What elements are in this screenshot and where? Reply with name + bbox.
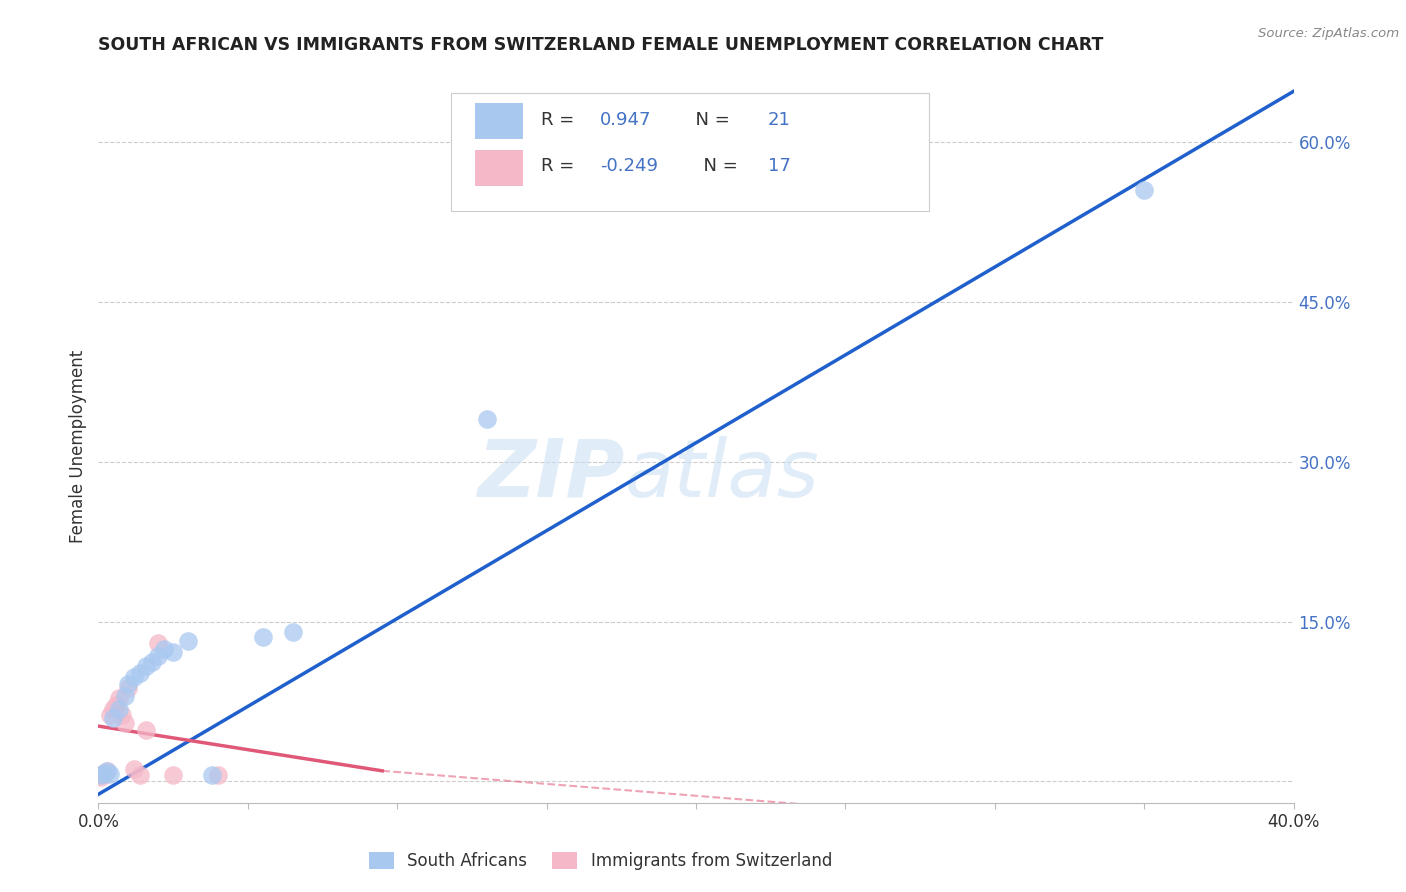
Legend: South Africans, Immigrants from Switzerland: South Africans, Immigrants from Switzerl… <box>363 845 838 877</box>
Point <box>141 655 163 669</box>
Text: 17: 17 <box>768 157 790 175</box>
Text: R =: R = <box>540 157 579 175</box>
Point <box>148 648 170 663</box>
Point <box>201 768 224 782</box>
Point <box>100 767 122 781</box>
Text: 0.947: 0.947 <box>600 111 652 128</box>
Point <box>177 634 200 648</box>
Point <box>129 665 152 680</box>
Point <box>207 768 229 782</box>
Point <box>114 690 136 704</box>
Point <box>103 710 125 724</box>
Point <box>153 642 176 657</box>
Point <box>135 723 157 738</box>
Point <box>117 681 139 695</box>
Point <box>252 630 274 644</box>
Text: Source: ZipAtlas.com: Source: ZipAtlas.com <box>1258 27 1399 40</box>
Text: ZIP: ZIP <box>477 435 624 514</box>
Text: -0.249: -0.249 <box>600 157 658 175</box>
FancyBboxPatch shape <box>475 150 523 186</box>
Point <box>108 691 131 706</box>
Point <box>96 764 118 778</box>
Point <box>281 625 304 640</box>
Point <box>93 767 115 781</box>
Point <box>90 770 112 784</box>
Point <box>1133 183 1156 197</box>
Point <box>103 702 125 716</box>
FancyBboxPatch shape <box>475 103 523 139</box>
Point <box>475 412 498 426</box>
Text: N =: N = <box>685 111 735 128</box>
Point <box>162 768 184 782</box>
Point <box>124 762 146 776</box>
Text: SOUTH AFRICAN VS IMMIGRANTS FROM SWITZERLAND FEMALE UNEMPLOYMENT CORRELATION CHA: SOUTH AFRICAN VS IMMIGRANTS FROM SWITZER… <box>98 36 1104 54</box>
Y-axis label: Female Unemployment: Female Unemployment <box>69 350 87 542</box>
Point <box>111 708 134 723</box>
Point <box>135 659 157 673</box>
Text: N =: N = <box>692 157 744 175</box>
Text: atlas: atlas <box>624 435 820 514</box>
Text: R =: R = <box>540 111 579 128</box>
Point <box>114 715 136 730</box>
Point <box>105 698 128 712</box>
Point <box>90 768 112 782</box>
FancyBboxPatch shape <box>451 93 929 211</box>
Point <box>93 766 115 780</box>
Point <box>117 676 139 690</box>
Text: 21: 21 <box>768 111 790 128</box>
Point <box>96 764 118 778</box>
Point <box>124 670 146 684</box>
Point <box>100 708 122 723</box>
Point <box>162 644 184 658</box>
Point <box>148 636 170 650</box>
Point <box>129 768 152 782</box>
Point <box>108 702 131 716</box>
Point <box>87 768 110 782</box>
